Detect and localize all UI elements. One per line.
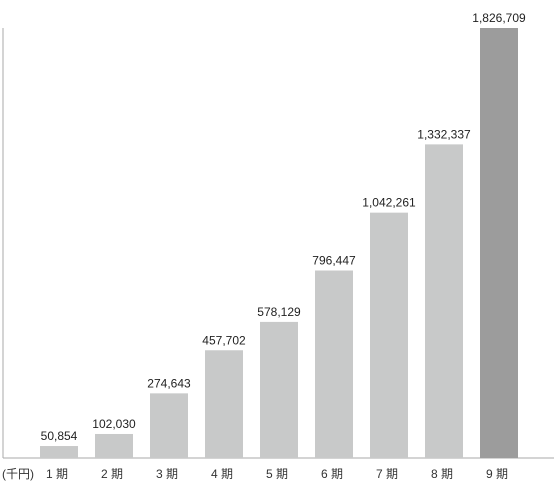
value-label-3: 274,643 <box>147 376 191 390</box>
bar-3 <box>150 393 188 458</box>
x-tick-label-9: 9 期 <box>486 467 508 481</box>
value-labels-group: 50,854 102,030 274,643 457,702 578,129 796,44… <box>41 11 526 443</box>
bar-8 <box>425 144 463 458</box>
value-label-5: 578,129 <box>257 305 301 319</box>
bars-group <box>40 28 518 458</box>
value-label-7: 1,042,261 <box>362 196 416 210</box>
bar-1 <box>40 446 78 458</box>
x-tick-labels-group: 1 期 2 期 3 期 4 期 5 期 6 期 7 期 8 期 9 期 <box>46 467 508 481</box>
value-label-4: 457,702 <box>202 333 246 347</box>
value-label-9: 1,826,709 <box>472 11 526 25</box>
bar-6 <box>315 270 353 458</box>
bar-2 <box>95 433 133 458</box>
value-label-8: 1,332,337 <box>417 127 471 141</box>
x-tick-label-4: 4 期 <box>211 467 233 481</box>
bar-7 <box>370 212 408 458</box>
x-tick-label-7: 7 期 <box>376 467 398 481</box>
x-tick-label-5: 5 期 <box>266 467 288 481</box>
x-tick-label-3: 3 期 <box>156 467 178 481</box>
x-tick-label-2: 2 期 <box>101 467 123 481</box>
unit-label: (千円) <box>2 467 34 481</box>
x-tick-label-1: 1 期 <box>46 467 68 481</box>
bar-9 <box>480 28 518 458</box>
x-tick-label-6: 6 期 <box>321 467 343 481</box>
value-label-6: 796,447 <box>312 254 356 268</box>
x-tick-label-8: 8 期 <box>431 467 453 481</box>
bar-5 <box>260 321 298 458</box>
value-label-2: 102,030 <box>92 417 136 431</box>
bar-4 <box>205 350 243 458</box>
value-label-1: 50,854 <box>41 429 78 443</box>
